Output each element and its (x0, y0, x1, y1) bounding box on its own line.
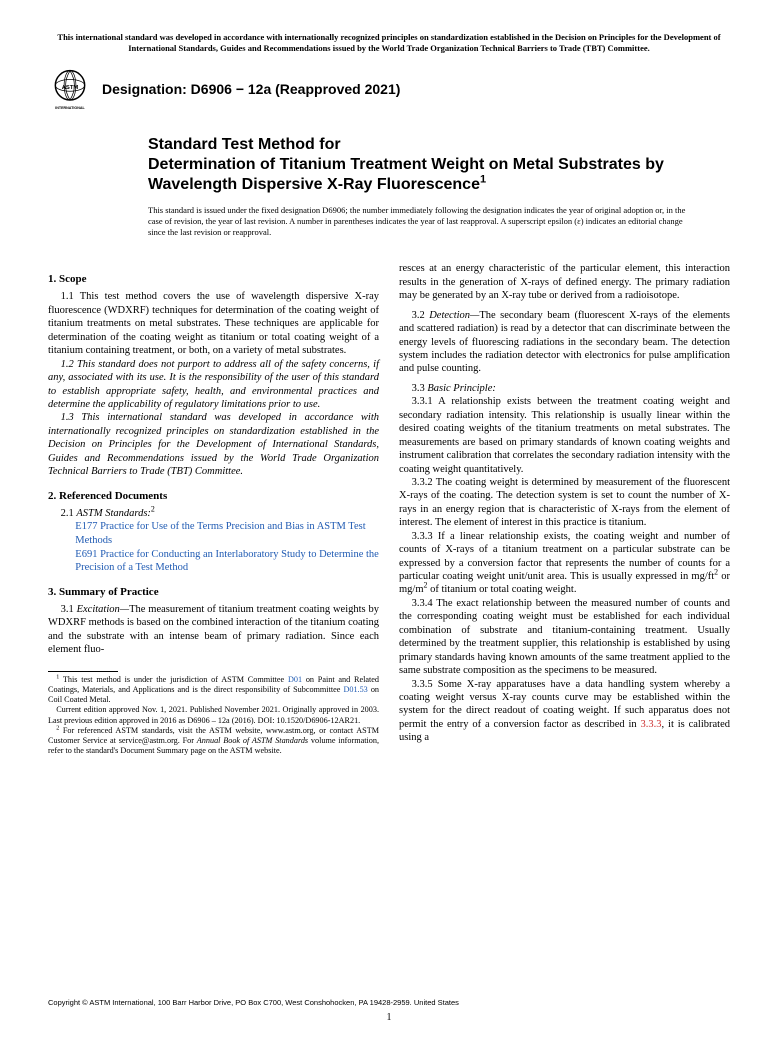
title-footnote-ref: 1 (480, 174, 486, 186)
para-3-3-5: 3.3.5 Some X-ray apparatuses have a data… (399, 678, 730, 745)
para-3-1-term: Excitation— (77, 604, 130, 615)
para-3-2: 3.2 Detection—The secondary beam (fluore… (399, 309, 730, 376)
footnote-divider (48, 671, 118, 672)
para-3-3-4: 3.3.4 The exact relationship between the… (399, 597, 730, 678)
para-1-2: 1.2 This standard does not purport to ad… (48, 358, 379, 412)
para-3-1-num: 3.1 (61, 604, 77, 615)
para-3-2-num: 3.2 (412, 310, 430, 321)
designation-row: ASTM INTERNATIONAL Designation: D6906 − … (48, 67, 730, 111)
para-3-3-2: 3.3.2 The coating weight is determined b… (399, 476, 730, 530)
page-number: 1 (0, 1012, 778, 1023)
footnote-1-cont: Current edition approved Nov. 1, 2021. P… (48, 705, 379, 726)
copyright-notice: Copyright © ASTM International, 100 Barr… (48, 998, 459, 1007)
refs-heading: 2. Referenced Documents (48, 489, 379, 503)
fn1-a: This test method is under the jurisdicti… (59, 675, 288, 684)
title-block: Standard Test Method for Determination o… (148, 135, 730, 195)
para-3-1: 3.1 Excitation—The measurement of titani… (48, 603, 379, 657)
fn1-link-d01[interactable]: D01 (288, 675, 302, 684)
refs-sub: 2.1 ASTM Standards:2 (48, 507, 379, 520)
para-3-3: 3.3 Basic Principle: (399, 382, 730, 395)
body-columns: 1. Scope 1.1 This test method covers the… (48, 262, 730, 756)
header-notice: This international standard was develope… (48, 32, 730, 53)
para-3-1-cont: resces at an energy characteristic of th… (399, 262, 730, 302)
para-3-2-term: Detection— (429, 310, 479, 321)
p333a: 3.3.3 If a linear relationship exists, t… (399, 531, 730, 582)
svg-text:INTERNATIONAL: INTERNATIONAL (55, 106, 85, 110)
fn1-link-d0153[interactable]: D01.53 (343, 685, 367, 694)
svg-text:ASTM: ASTM (62, 85, 79, 91)
summary-heading: 3. Summary of Practice (48, 585, 379, 599)
xref-3-3-3[interactable]: 3.3.3 (641, 719, 662, 730)
footnote-1: 1 This test method is under the jurisdic… (48, 675, 379, 706)
astm-logo-icon: ASTM INTERNATIONAL (48, 67, 92, 111)
issuance-note: This standard is issued under the fixed … (148, 205, 700, 238)
title-line-1: Standard Test Method for (148, 136, 341, 153)
title-line-2: Determination of Titanium Treatment Weig… (148, 156, 664, 193)
ref-link-e691[interactable]: E691 Practice for Conducting an Interlab… (48, 548, 379, 575)
refs-sub-italic: ASTM Standards: (76, 508, 151, 519)
para-1-1: 1.1 This test method covers the use of w… (48, 290, 379, 357)
p333c: of titanium or total coating weight. (427, 584, 576, 595)
para-3-3-1: 3.3.1 A relationship exists between the … (399, 395, 730, 476)
scope-heading: 1. Scope (48, 272, 379, 286)
para-3-3-term: Basic Principle: (427, 383, 496, 394)
footnote-2: 2 For referenced ASTM standards, visit t… (48, 726, 379, 757)
refs-sub-num: 2.1 (61, 508, 77, 519)
para-3-3-3: 3.3.3 If a linear relationship exists, t… (399, 530, 730, 597)
document-title: Standard Test Method for Determination o… (148, 135, 730, 195)
refs-sup: 2 (151, 504, 155, 513)
fn2-italic: Annual Book of ASTM Standards (197, 736, 308, 745)
para-3-3-num: 3.3 (412, 383, 428, 394)
ref-link-e177[interactable]: E177 Practice for Use of the Terms Preci… (48, 520, 379, 547)
designation-text: Designation: D6906 − 12a (Reapproved 202… (102, 81, 400, 97)
para-1-3: 1.3 This international standard was deve… (48, 411, 379, 478)
